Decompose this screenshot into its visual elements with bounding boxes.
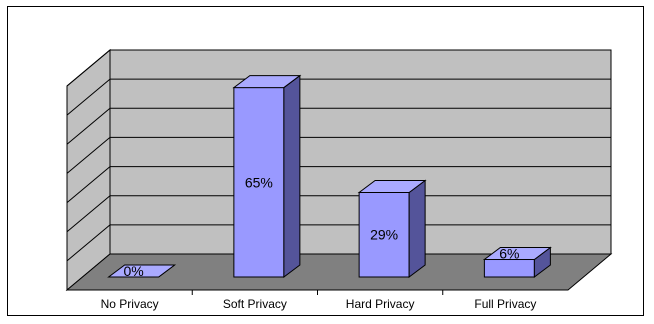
x-tick-label: Hard Privacy (346, 297, 415, 311)
gridline-side (66, 49, 111, 87)
data-label: 0% (124, 263, 144, 279)
side-wall (66, 48, 111, 292)
bar-front (358, 191, 410, 278)
bar-front (483, 259, 535, 278)
bar-top (482, 247, 552, 261)
x-tick-label: No Privacy (101, 297, 159, 311)
bar-top (357, 179, 427, 193)
gridline-side (66, 224, 111, 262)
bar-front (233, 87, 285, 278)
x-tick-label: Full Privacy (474, 297, 536, 311)
data-label: 65% (245, 174, 273, 190)
bar-top (232, 75, 302, 89)
data-label: 6% (499, 246, 519, 262)
data-label: 29% (370, 227, 398, 243)
gridline-side (66, 195, 111, 233)
bar-side (283, 74, 301, 278)
x-tick-label: Soft Privacy (223, 297, 287, 311)
gridline-side (66, 137, 111, 174)
gridline-side (66, 107, 111, 145)
gridline-side (66, 78, 111, 116)
bar-top (107, 264, 177, 278)
gridline-side (66, 166, 111, 203)
bar-side (408, 179, 426, 278)
